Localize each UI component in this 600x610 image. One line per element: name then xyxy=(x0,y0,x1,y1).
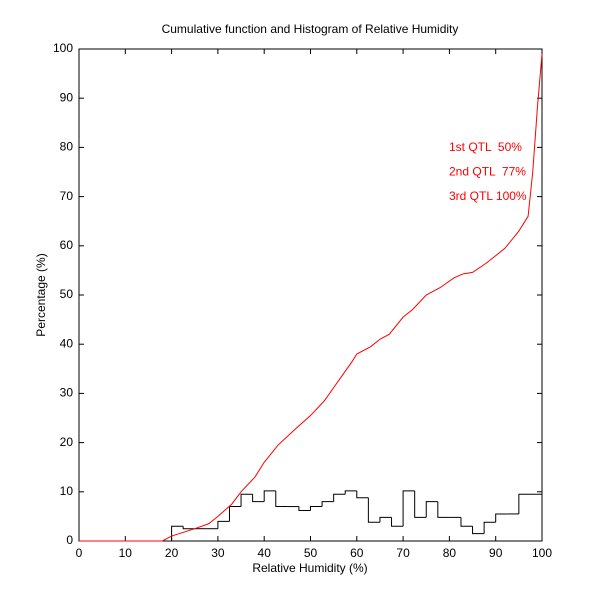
y-tick-label: 50 xyxy=(60,287,74,301)
histogram-step xyxy=(425,501,438,518)
histogram-step xyxy=(402,490,415,527)
histogram-step xyxy=(414,490,427,518)
histogram-step xyxy=(344,490,357,495)
x-tick-label: 60 xyxy=(350,546,364,560)
y-tick-label: 90 xyxy=(60,90,74,104)
x-tick-label: 30 xyxy=(211,546,225,560)
histogram-step xyxy=(171,525,184,541)
y-tick-label: 0 xyxy=(66,533,73,547)
histogram-step xyxy=(530,493,543,541)
histogram-step xyxy=(460,517,473,527)
histogram-step xyxy=(518,493,531,514)
histogram-step xyxy=(263,490,276,502)
cumulative-line xyxy=(79,53,543,542)
plot-frame xyxy=(78,48,543,542)
histogram-step xyxy=(367,497,380,523)
y-tick-label: 60 xyxy=(60,238,74,252)
x-axis-label: Relative Humidity (%) xyxy=(252,561,367,575)
y-tick-label: 70 xyxy=(60,189,74,203)
histogram-step xyxy=(240,493,253,507)
histogram-step xyxy=(356,490,369,499)
x-tick-label: 0 xyxy=(76,546,83,560)
histogram-step xyxy=(182,526,195,530)
histogram-step xyxy=(333,493,346,502)
x-tick-label: 20 xyxy=(165,546,179,560)
histogram-step xyxy=(379,516,392,523)
histogram-step xyxy=(321,501,334,507)
histogram-step xyxy=(228,506,242,522)
annotation: 1st QTL 50% xyxy=(449,140,522,154)
histogram-step xyxy=(310,506,323,511)
y-tick-label: 20 xyxy=(60,435,74,449)
annotation: 3rd QTL 100% xyxy=(449,189,527,203)
histogram-step xyxy=(437,501,450,518)
x-tick-label: 40 xyxy=(258,546,272,560)
x-tick-label: 10 xyxy=(119,546,133,560)
x-tick-label: 90 xyxy=(489,546,503,560)
x-tick-label: 70 xyxy=(396,546,410,560)
histogram-step xyxy=(252,494,265,503)
x-tick-label: 100 xyxy=(532,546,552,560)
x-tick-label: 80 xyxy=(443,546,457,560)
histogram-step xyxy=(217,520,230,529)
annotation: 2nd QTL 77% xyxy=(449,165,526,179)
y-tick-label: 80 xyxy=(60,140,74,154)
y-tick-label: 30 xyxy=(60,386,74,400)
histogram-step xyxy=(495,513,508,523)
histogram-step xyxy=(391,517,404,527)
chart-title: Cumulative function and Histogram of Rel… xyxy=(162,22,459,36)
histogram-step xyxy=(298,506,311,511)
y-axis-label: Percentage (%) xyxy=(34,253,48,336)
x-tick-label: 50 xyxy=(304,546,318,560)
histogram-step xyxy=(472,526,485,535)
y-tick-label: 40 xyxy=(60,336,74,350)
y-tick-label: 10 xyxy=(60,484,74,498)
histogram-step xyxy=(483,521,496,534)
y-tick-label: 100 xyxy=(53,41,73,55)
histogram-step xyxy=(275,490,288,508)
